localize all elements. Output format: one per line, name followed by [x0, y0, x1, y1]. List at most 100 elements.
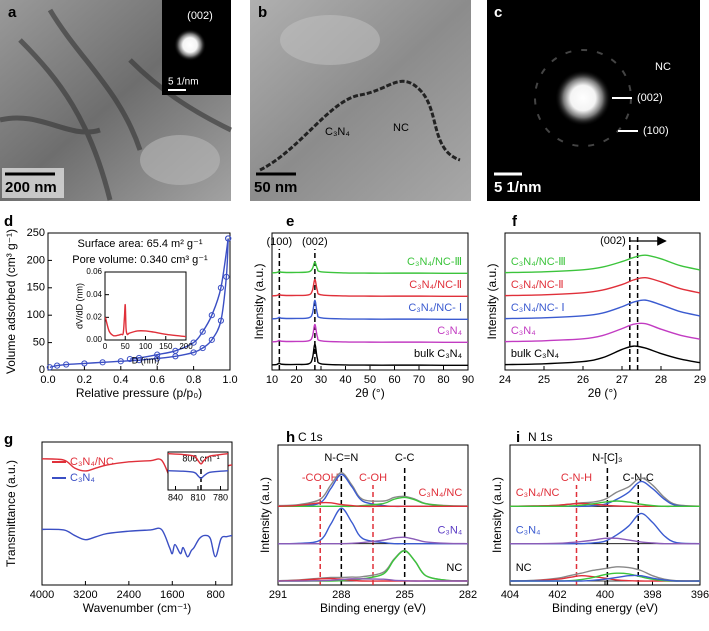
reference-label: (002)	[302, 236, 328, 248]
diffraction-center	[555, 70, 611, 126]
saed-panel-c: c NC (002) (100) 5 1/nm	[487, 0, 700, 201]
data-point	[190, 349, 197, 356]
region-label: C₃N₄	[325, 126, 350, 138]
data-line	[167, 470, 229, 480]
x-tick-label: 26	[577, 374, 589, 386]
x-tick-label: 3200	[73, 589, 97, 601]
data-point	[199, 328, 206, 335]
data-point	[117, 358, 124, 365]
data-point	[225, 235, 232, 242]
data-point	[154, 355, 161, 362]
group-label: C₃N₄	[516, 525, 541, 537]
x-tick-label: 800	[207, 589, 225, 601]
x-tick-label: 288	[332, 589, 350, 601]
x-tick-label: 0.4	[113, 374, 128, 386]
legend-label: C₃N₄	[70, 472, 95, 484]
x-tick-label: 25	[538, 374, 550, 386]
ring-label: (002)	[637, 92, 663, 104]
x-tick-label: 28	[655, 374, 667, 386]
x-tick-label: 1.0	[222, 374, 237, 386]
data-line	[504, 345, 701, 366]
x-axis-label: Binding energy (eV)	[320, 601, 426, 615]
x-axis-label: Wavenumber (cm⁻¹)	[83, 601, 192, 615]
arrow-label: (002)	[600, 235, 626, 247]
data-point	[217, 284, 224, 291]
data-line	[504, 322, 701, 343]
x-tick-label: 100	[139, 342, 153, 351]
x-tick-label: 810	[190, 492, 205, 502]
x-tick-label: 30	[315, 374, 327, 386]
series-label: C₃N₄/NC- Ⅰ	[511, 302, 565, 314]
data-point	[63, 361, 70, 368]
tem-panel-a: a (002) 5 1/nm 200 nm	[0, 0, 233, 201]
data-line	[504, 299, 701, 320]
x-tick-label: 398	[643, 589, 661, 601]
y-tick-label: 0.02	[86, 312, 102, 321]
x-tick-label: 70	[413, 374, 425, 386]
region-label: NC	[393, 122, 409, 134]
y-tick-label: 50	[33, 337, 45, 349]
x-tick-label: 0.0	[40, 374, 55, 386]
x-tick-label: 1600	[160, 589, 184, 601]
data-line	[509, 537, 700, 545]
data-point	[190, 339, 197, 346]
data-line	[271, 299, 469, 321]
data-point	[223, 273, 230, 280]
x-tick-label: 50	[364, 374, 376, 386]
series-label: bulk C₃N₄	[511, 348, 560, 360]
data-point	[81, 360, 88, 367]
y-tick-label: 200	[27, 254, 45, 266]
x-tick-label: 0	[103, 342, 108, 351]
y-tick-label: 100	[27, 309, 45, 321]
data-point	[154, 351, 161, 358]
legend-label: C₃N₄/NC	[70, 456, 114, 468]
data-point	[208, 312, 215, 319]
x-tick-label: 404	[501, 589, 519, 601]
data-point	[217, 317, 224, 324]
annotation: Pore volume: 0.340 cm³ g⁻¹	[72, 254, 208, 266]
data-point	[135, 354, 143, 362]
data-line	[271, 323, 469, 344]
inset-plane-label: (002)	[187, 10, 213, 22]
panel-subtitle: N 1s	[528, 430, 553, 444]
reference-label: N-[C]₃	[592, 452, 622, 464]
y-axis-label: Transmittance (a.u.)	[4, 460, 18, 567]
series-label: C₃N₄/NC-Ⅱ	[511, 279, 564, 291]
x-axis-label: D (nm)	[132, 355, 160, 365]
group-label: NC	[516, 562, 532, 574]
y-tick-label: 0.00	[86, 335, 102, 344]
panel-label: a	[8, 4, 17, 21]
data-point	[126, 355, 133, 363]
group-label: NC	[446, 562, 462, 574]
y-axis-label: Intensity (a.u.)	[485, 263, 499, 339]
y-axis-label: Volume adsorbed (cm³ g⁻¹)	[4, 229, 18, 374]
y-axis-label: Intensity (a.u.)	[490, 477, 504, 553]
x-axis-label: Binding energy (eV)	[552, 601, 658, 615]
reference-label: C-OH	[359, 472, 387, 484]
x-tick-label: 60	[388, 374, 400, 386]
x-axis-label: Relative pressure (p/p₀)	[76, 386, 202, 400]
group-label: C₃N₄/NC	[516, 487, 560, 499]
x-tick-label: 50	[121, 342, 130, 351]
panel-label: c	[494, 4, 502, 21]
plot-frame	[504, 232, 701, 371]
x-tick-label: 200	[179, 342, 193, 351]
data-line	[277, 501, 468, 508]
x-tick-label: 400	[596, 589, 614, 601]
x-tick-label: 2400	[117, 589, 141, 601]
data-line	[277, 496, 469, 508]
reference-label: -COOH	[302, 472, 339, 484]
scale-bar-label: 200 nm	[5, 179, 57, 196]
data-point	[208, 336, 215, 343]
data-line	[49, 238, 229, 368]
interface-line	[259, 79, 461, 172]
data-point	[172, 347, 179, 354]
y-tick-label: 0.04	[86, 290, 102, 299]
data-line	[509, 500, 700, 508]
panel-label: i	[516, 429, 520, 446]
scale-bar-label: 5 1/nm	[494, 179, 542, 196]
tem-texture	[280, 15, 380, 65]
x-tick-label: 10	[266, 374, 278, 386]
